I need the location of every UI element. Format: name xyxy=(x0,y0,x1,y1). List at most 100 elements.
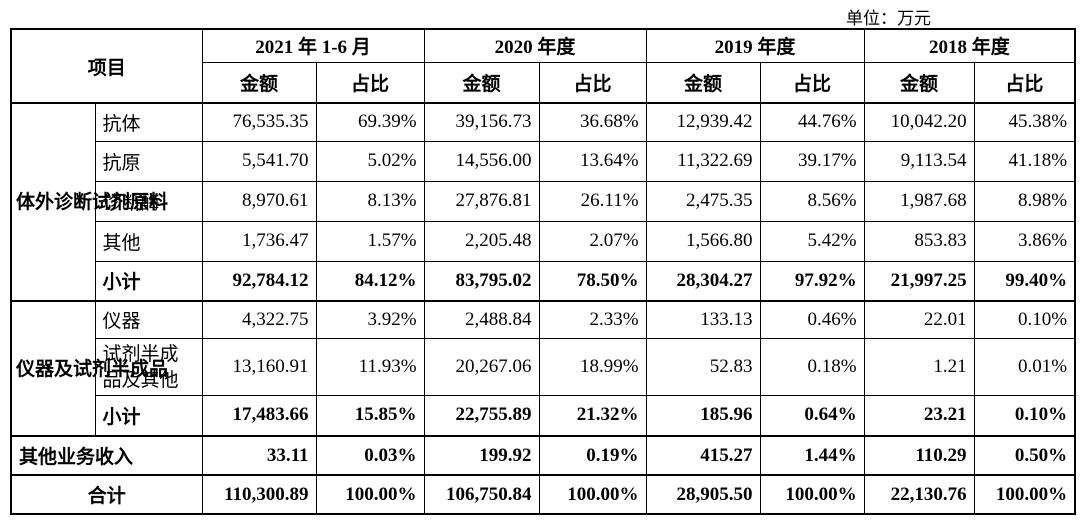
header-period: 2018 年度 xyxy=(863,28,1076,63)
header-period: 2021 年 1-6 月 xyxy=(201,28,425,63)
amount-cell: 1,736.47 xyxy=(201,220,317,262)
amount-cell: 1.21 xyxy=(863,337,975,396)
table-row: 其他 1,736.47 1.57% 2,205.48 2.07% 1,566.80 5.42… xyxy=(11,220,1076,262)
ratio-cell: 8.13% xyxy=(315,180,425,222)
unit-label: 单位：万元 xyxy=(846,9,931,29)
header-ratio: 占比 xyxy=(759,61,865,104)
amount-cell: 5,541.70 xyxy=(201,140,317,182)
ratio-cell: 5.42% xyxy=(759,220,865,262)
table-row: 体外诊断试剂原料 抗体 76,535.35 69.39% 39,156.73 36.68%… xyxy=(10,102,1076,302)
row-label: 抗体 xyxy=(94,102,203,142)
amount-cell: 1,566.80 xyxy=(645,220,761,262)
row-label: 其他 xyxy=(94,220,203,262)
row-label: 抗原 xyxy=(94,140,203,182)
amount-cell: 1,987.68 xyxy=(863,180,975,222)
table-row: 抗原 5,541.70 5.02% 14,556.00 13.64% 11,322.69 3… xyxy=(11,140,1076,182)
row-label: 小计 xyxy=(94,260,203,302)
ratio-cell: 5.02% xyxy=(315,140,425,182)
amount-cell: 9,113.54 xyxy=(863,140,975,182)
ratio-cell: 0.18% xyxy=(759,337,865,396)
ratio-cell: 1.44% xyxy=(759,435,865,476)
ratio-cell: 0.10% xyxy=(973,394,1076,437)
amount-cell: 22.01 xyxy=(863,300,975,339)
amount-cell: 92,784.12 xyxy=(201,260,317,302)
ratio-cell: 0.19% xyxy=(538,435,647,476)
header-period: 2020 年度 xyxy=(423,28,647,63)
ratio-cell: 3.86% xyxy=(973,220,1076,262)
ratio-cell: 1.57% xyxy=(315,220,425,262)
amount-cell: 17,483.66 xyxy=(201,394,317,437)
table-row: 仪器及试剂半成品 仪器 4,322.75 3.92% 2,488.84 2.33% 133.… xyxy=(10,300,1076,437)
header-item: 项目 xyxy=(10,28,203,104)
amount-cell: 2,475.35 xyxy=(645,180,761,222)
ratio-cell: 69.39% xyxy=(315,102,425,142)
ratio-cell: 13.64% xyxy=(538,140,647,182)
subtotal-row: 小计 17,483.66 15.85% 22,755.89 21.32% 185.96 0.… xyxy=(11,394,1076,437)
amount-cell: 133.13 xyxy=(645,300,761,339)
header-row-periods: 项目 2021 年 1-6 月 2020 年度 2019 年度 2018 年度 xyxy=(10,28,1076,104)
subtotal-row: 小计 92,784.12 84.12% 83,795.02 78.50% 28,304.2… xyxy=(11,260,1076,302)
ratio-cell: 0.46% xyxy=(759,300,865,339)
header-row-metrics: 金额 占比 金额 占比 金额 占比 金额 占比 xyxy=(11,61,1076,104)
ratio-cell: 21.32% xyxy=(538,394,647,437)
amount-cell: 110,300.89 xyxy=(201,474,317,515)
ratio-cell: 0.50% xyxy=(973,435,1076,476)
ratio-cell: 100.00% xyxy=(538,474,647,515)
table-body: 项目 2021 年 1-6 月 2020 年度 2019 年度 2018 年度 … xyxy=(10,28,1076,515)
amount-cell: 28,905.50 xyxy=(645,474,761,515)
amount-cell: 11,322.69 xyxy=(645,140,761,182)
ratio-cell: 8.98% xyxy=(973,180,1076,222)
row-label: 仪器 xyxy=(94,300,203,339)
ratio-cell: 2.07% xyxy=(538,220,647,262)
header-ratio: 占比 xyxy=(973,61,1076,104)
amount-cell: 76,535.35 xyxy=(201,102,317,142)
amount-cell: 4,322.75 xyxy=(201,300,317,339)
ratio-cell: 0.01% xyxy=(973,337,1076,396)
ratio-cell: 3.92% xyxy=(315,300,425,339)
ratio-cell: 99.40% xyxy=(973,260,1076,302)
ratio-cell: 97.92% xyxy=(759,260,865,302)
ratio-cell: 45.38% xyxy=(973,102,1076,142)
ratio-cell: 44.76% xyxy=(759,102,865,142)
ratio-cell: 100.00% xyxy=(973,474,1076,515)
header-amount: 金额 xyxy=(423,61,540,104)
amount-cell: 415.27 xyxy=(645,435,761,476)
header-period: 2019 年度 xyxy=(645,28,865,63)
row-label: 小计 xyxy=(94,394,203,437)
amount-cell: 199.92 xyxy=(423,435,540,476)
header-amount: 金额 xyxy=(863,61,975,104)
amount-cell: 22,755.89 xyxy=(423,394,540,437)
ratio-cell: 15.85% xyxy=(315,394,425,437)
other-income-row: 其他业务收入 33.11 0.03% 199.92 0.19% 415.27 1.44% 11… xyxy=(10,435,1076,476)
ratio-cell: 8.56% xyxy=(759,180,865,222)
ratio-cell: 26.11% xyxy=(538,180,647,222)
amount-cell: 33.11 xyxy=(201,435,317,476)
row-label: 其他业务收入 xyxy=(10,435,203,476)
group-label: 体外诊断试剂原料 xyxy=(10,102,168,302)
header-ratio: 占比 xyxy=(538,61,647,104)
amount-cell: 28,304.27 xyxy=(645,260,761,302)
table-row: 诊断酶 8,970.61 8.13% 27,876.81 26.11% 2,475.35 8… xyxy=(11,180,1076,222)
row-label: 合计 xyxy=(10,474,203,515)
amount-cell: 2,488.84 xyxy=(423,300,540,339)
amount-cell: 23.21 xyxy=(863,394,975,437)
amount-cell: 110.29 xyxy=(863,435,975,476)
amount-cell: 22,130.76 xyxy=(863,474,975,515)
amount-cell: 106,750.84 xyxy=(423,474,540,515)
ratio-cell: 39.17% xyxy=(759,140,865,182)
ratio-cell: 2.33% xyxy=(538,300,647,339)
row-label: 诊断酶 xyxy=(94,180,203,222)
ratio-cell: 36.68% xyxy=(538,102,647,142)
amount-cell: 27,876.81 xyxy=(423,180,540,222)
ratio-cell: 11.93% xyxy=(315,337,425,396)
ratio-cell: 0.10% xyxy=(973,300,1076,339)
amount-cell: 2,205.48 xyxy=(423,220,540,262)
ratio-cell: 0.64% xyxy=(759,394,865,437)
amount-cell: 21,997.25 xyxy=(863,260,975,302)
amount-cell: 185.96 xyxy=(645,394,761,437)
amount-cell: 39,156.73 xyxy=(423,102,540,142)
amount-cell: 14,556.00 xyxy=(423,140,540,182)
amount-cell: 853.83 xyxy=(863,220,975,262)
header-amount: 金额 xyxy=(645,61,761,104)
ratio-cell: 0.03% xyxy=(315,435,425,476)
